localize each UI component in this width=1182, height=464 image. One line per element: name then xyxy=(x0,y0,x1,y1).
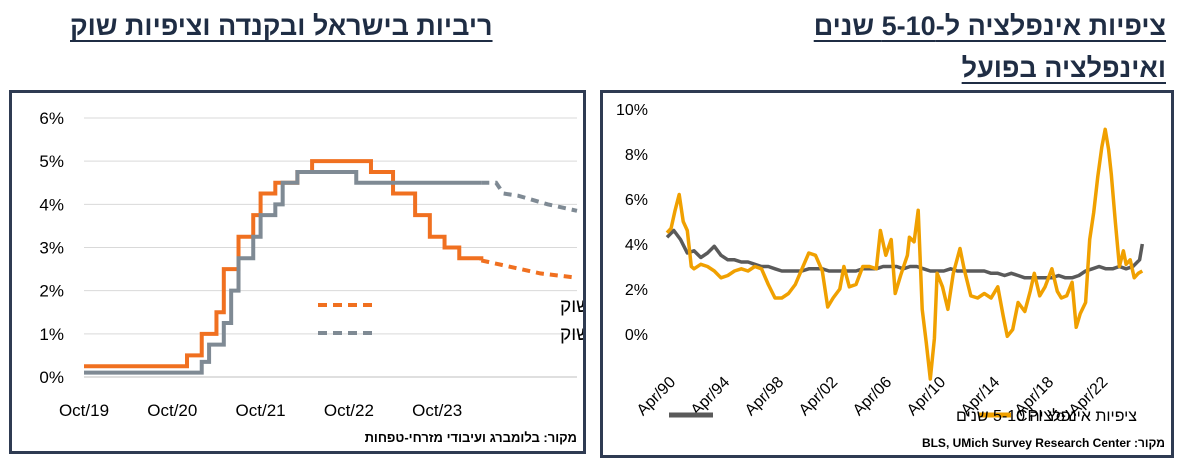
y-tick-label: 0% xyxy=(625,327,648,344)
y-tick-label: 2% xyxy=(39,282,64,301)
y-tick-label: 6% xyxy=(625,192,648,209)
x-tick-label: Apr/10 xyxy=(904,374,949,419)
x-tick-label: Apr/02 xyxy=(796,374,841,419)
inflation-chart: 0%2%4%6%8%10%Apr/90 Apr/94 Apr/98 Apr/02 Apr… xyxy=(616,102,1145,425)
source-note-right: מקור: BLS, UMich Survey Research Center xyxy=(921,436,1165,450)
legend-label: ישראל - ציפיות שוק xyxy=(560,324,583,345)
interest-rates-chart-panel: 0% 1% 2% 3% 4% 5% 6% Oct/19 Oct/20 Oct/21 Oct/22 Oc… xyxy=(9,90,586,454)
x-tick-label: Oct/19 xyxy=(59,401,109,420)
y-tick-label: 3% xyxy=(39,239,64,258)
y-tick-label: 4% xyxy=(625,237,648,254)
y-tick-label: 4% xyxy=(39,195,64,214)
y-tick-label: 1% xyxy=(39,325,64,344)
legend-label-expectations: ציפיות אינפלציה 5-10 שנים xyxy=(956,407,1137,425)
legend-label-cpi: CPI YoY xyxy=(1016,408,1076,425)
chart-title-left: ריביות בישראל ובקנדה וציפיות שוק xyxy=(70,11,493,41)
x-tick-label: Apr/94 xyxy=(688,374,733,419)
series-line-expectations xyxy=(665,228,1145,280)
chart-title-right-line2: ואינפלציה בפועל xyxy=(961,53,1166,83)
x-tick-label: Apr/98 xyxy=(742,374,787,419)
x-tick-label: Oct/23 xyxy=(412,401,462,420)
y-tick-label: 0% xyxy=(39,368,64,387)
x-tick-label: Oct/20 xyxy=(147,401,197,420)
source-note-left: מקור: בלומברג ועיבודי מזרחי-טפחות xyxy=(364,430,577,445)
series-forecast-canada xyxy=(480,258,578,280)
y-tick-label: 5% xyxy=(39,152,64,171)
y-tick-label: 6% xyxy=(39,109,64,128)
y-tick-label: 8% xyxy=(625,147,648,164)
series-line-israel xyxy=(84,169,482,375)
x-tick-label: Oct/22 xyxy=(324,401,374,420)
legend-label: קנדה - ציפיות שוק xyxy=(560,296,583,317)
y-tick-label: 10% xyxy=(616,102,648,119)
x-tick-label: Oct/21 xyxy=(236,401,286,420)
chart-title-right-line1: ציפיות אינפלציה ל-5-10 שנים xyxy=(813,11,1166,41)
x-tick-label: Apr/06 xyxy=(850,374,895,419)
y-tick-label: 2% xyxy=(625,282,648,299)
x-tick-label: Apr/90 xyxy=(634,374,679,419)
interest-rates-chart: 0% 1% 2% 3% 4% 5% 6% Oct/19 Oct/20 Oct/21 Oct/22 Oc… xyxy=(39,109,583,420)
inflation-chart-panel: 0% 2% 4% 6% 8% 10% Apr/90 Apr/94 Apr/98 Apr/02 Apr… xyxy=(600,90,1174,458)
series-line-cpi xyxy=(665,127,1144,381)
series-forecast-israel xyxy=(481,180,578,213)
